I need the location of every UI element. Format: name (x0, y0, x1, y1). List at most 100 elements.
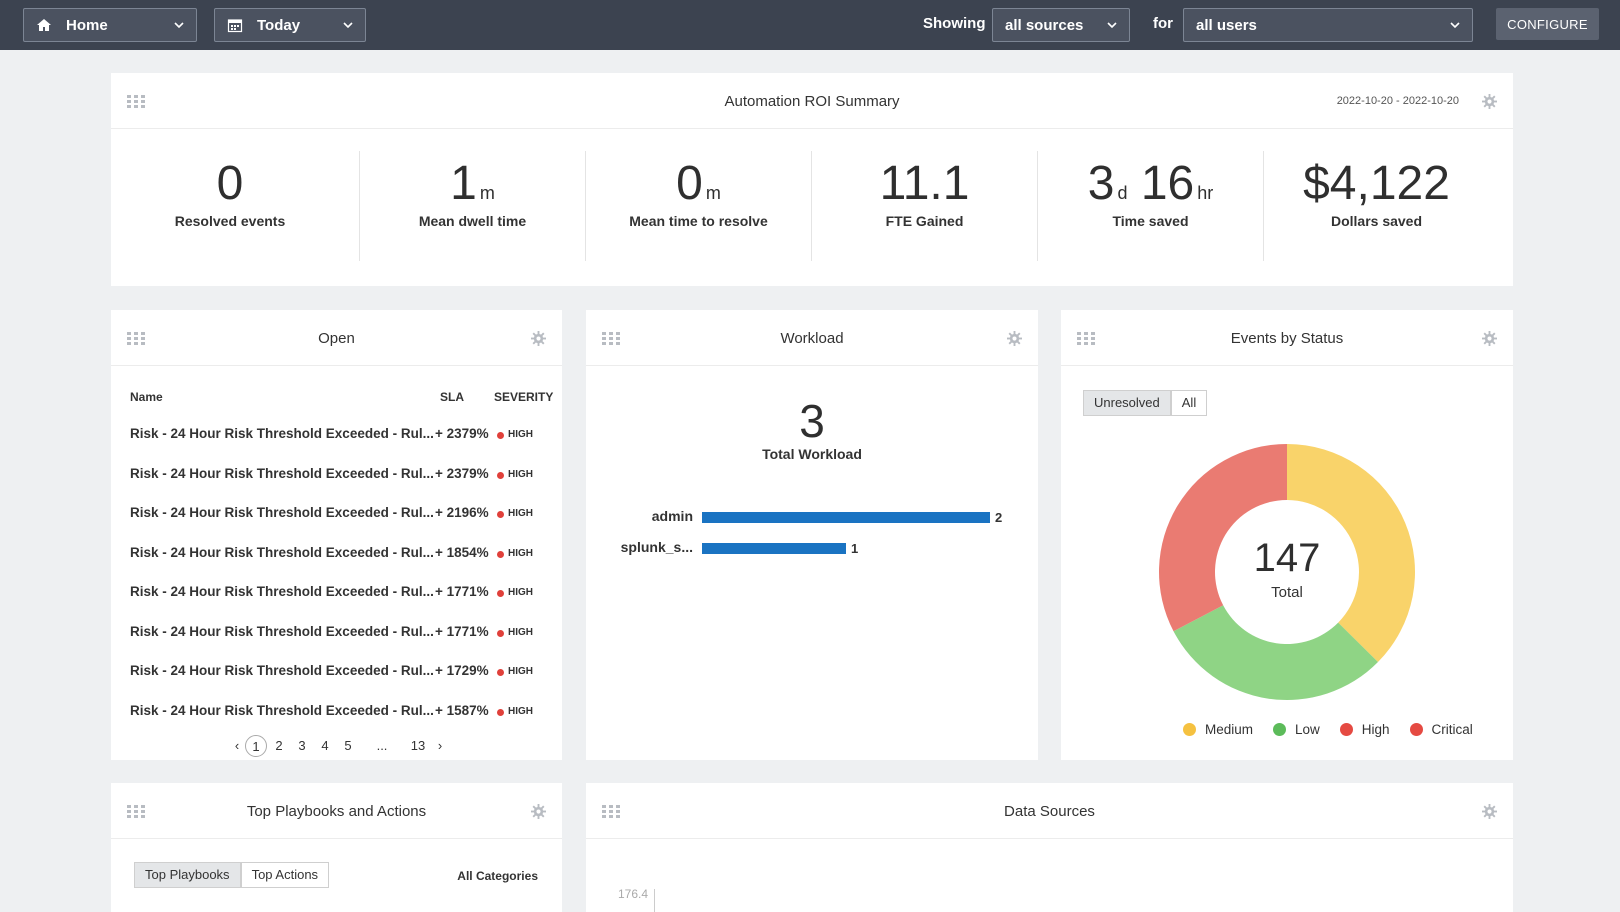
donut-slice-medium[interactable] (1287, 444, 1415, 663)
donut-slice-low[interactable] (1173, 605, 1378, 700)
legend-item-critical[interactable]: Critical (1409, 722, 1473, 737)
table-row[interactable]: Risk - 24 Hour Risk Threshold Exceeded -… (111, 654, 561, 692)
donut-slice-high[interactable] (1159, 444, 1287, 632)
gear-icon[interactable] (1482, 94, 1497, 109)
drag-grid-icon[interactable] (127, 95, 145, 108)
severity-dot (497, 511, 504, 518)
page-button[interactable]: 3 (298, 738, 306, 753)
row-severity: HIGH (508, 705, 533, 717)
showing-label: Showing (923, 15, 986, 32)
prev-page-button[interactable]: ‹ (234, 738, 240, 753)
row-severity: HIGH (508, 429, 533, 440)
row-name[interactable]: Risk - 24 Hour Risk Threshold Exceeded -… (130, 584, 434, 599)
row-name[interactable]: Risk - 24 Hour Risk Threshold Exceeded -… (130, 426, 434, 441)
next-page-button[interactable]: › (437, 738, 443, 753)
page-button[interactable]: 13 (410, 738, 426, 753)
table-row[interactable]: Risk - 24 Hour Risk Threshold Exceeded -… (111, 457, 561, 495)
page-button[interactable]: 1 (245, 735, 267, 757)
total-workload-value: 3 (799, 395, 825, 447)
sources-value: all sources (1005, 16, 1084, 34)
page-button[interactable]: 2 (275, 738, 283, 753)
row-severity: HIGH (508, 666, 533, 677)
date-dropdown-label: Today (257, 16, 301, 34)
metric-label: Resolved events (174, 213, 286, 229)
panel-header: Top Playbooks and Actions (111, 783, 562, 839)
table-row[interactable]: Risk - 24 Hour Risk Threshold Exceeded -… (111, 575, 561, 613)
chevron-down-icon (174, 22, 184, 29)
page-button[interactable]: 4 (321, 738, 329, 753)
row-name[interactable]: Risk - 24 Hour Risk Threshold Exceeded -… (130, 663, 434, 678)
bar-label: splunk_s... (620, 539, 693, 555)
metric-label: Mean dwell time (418, 213, 527, 229)
panel-title: Top Playbooks and Actions (246, 803, 427, 820)
row-severity: HIGH (508, 508, 533, 519)
workload-bar[interactable] (702, 543, 846, 554)
gear-icon[interactable] (531, 804, 546, 819)
table-row[interactable]: Risk - 24 Hour Risk Threshold Exceeded -… (111, 615, 561, 653)
configure-button[interactable]: CONFIGURE (1496, 8, 1599, 40)
gear-icon[interactable] (531, 331, 546, 346)
table-row[interactable]: Risk - 24 Hour Risk Threshold Exceeded -… (111, 417, 561, 455)
events-donut-chart: 147 Total (1159, 444, 1415, 700)
drag-grid-icon[interactable] (1077, 332, 1095, 345)
panel-title: Workload (780, 330, 844, 347)
legend-item-medium[interactable]: Medium (1183, 722, 1253, 737)
bar-label: admin (651, 508, 693, 524)
severity-dot (497, 471, 504, 479)
metric-label: FTE Gained (885, 213, 964, 229)
table-row[interactable]: Risk - 24 Hour Risk Threshold Exceeded -… (111, 496, 561, 534)
row-name[interactable]: Risk - 24 Hour Risk Threshold Exceeded -… (130, 544, 434, 560)
gear-icon[interactable] (1482, 331, 1497, 346)
bar-value-label: 1 (851, 541, 859, 556)
page-button[interactable]: 5 (344, 738, 352, 753)
panel-title: Data Sources (1004, 803, 1095, 820)
drag-grid-icon[interactable] (127, 805, 145, 818)
metric-value: 0 (216, 157, 244, 210)
users-dropdown[interactable]: all users (1183, 8, 1473, 42)
column-header-sla[interactable]: SLA (440, 390, 464, 404)
severity-dot (497, 550, 504, 558)
metric-value: $4,122 (1303, 157, 1450, 210)
legend-item-high[interactable]: High (1339, 722, 1390, 737)
y-axis-tick-label: 176.4 (618, 887, 649, 901)
row-severity: HIGH (508, 587, 533, 598)
toggle-unresolved[interactable]: Unresolved (1083, 390, 1171, 416)
column-header-severity[interactable]: SEVERITY (494, 390, 554, 404)
table-row[interactable]: Risk - 24 Hour Risk Threshold Exceeded -… (111, 694, 561, 732)
gear-icon[interactable] (1007, 331, 1022, 346)
metric-value: 11.1 (879, 157, 970, 210)
legend-dot (1273, 723, 1287, 736)
gear-icon[interactable] (1482, 804, 1497, 819)
row-name[interactable]: Risk - 24 Hour Risk Threshold Exceeded -… (130, 505, 434, 520)
row-sla: + 2196% (435, 505, 489, 520)
drag-grid-icon[interactable] (127, 332, 145, 345)
row-name[interactable]: Risk - 24 Hour Risk Threshold Exceeded -… (130, 623, 434, 639)
row-name[interactable]: Risk - 24 Hour Risk Threshold Exceeded -… (130, 465, 434, 481)
legend-item-low[interactable]: Low (1273, 722, 1320, 737)
date-dropdown[interactable]: Today (214, 8, 366, 42)
for-label: for (1153, 15, 1173, 32)
row-sla: + 1854% (435, 544, 489, 560)
donut-total-label: Total (1271, 584, 1303, 601)
column-header-name[interactable]: Name (130, 390, 163, 404)
table-row[interactable]: Risk - 24 Hour Risk Threshold Exceeded -… (111, 536, 561, 574)
toggle-all[interactable]: All (1170, 390, 1208, 416)
drag-grid-icon[interactable] (602, 805, 620, 818)
row-sla: + 2379% (435, 426, 489, 441)
row-name[interactable]: Risk - 24 Hour Risk Threshold Exceeded -… (130, 702, 434, 718)
workload-bar[interactable] (702, 512, 990, 523)
category-filter[interactable]: All Categories (457, 869, 538, 883)
drag-grid-icon[interactable] (602, 332, 620, 345)
home-dropdown[interactable]: Home (23, 8, 197, 42)
panel-header: Workload (586, 310, 1038, 366)
sources-dropdown[interactable]: all sources (992, 8, 1130, 42)
chevron-down-icon (1450, 22, 1460, 29)
tab-top-playbooks[interactable]: Top Playbooks (134, 862, 241, 888)
page-ellipsis[interactable]: ... (376, 738, 388, 753)
tab-top-actions[interactable]: Top Actions (240, 862, 330, 888)
